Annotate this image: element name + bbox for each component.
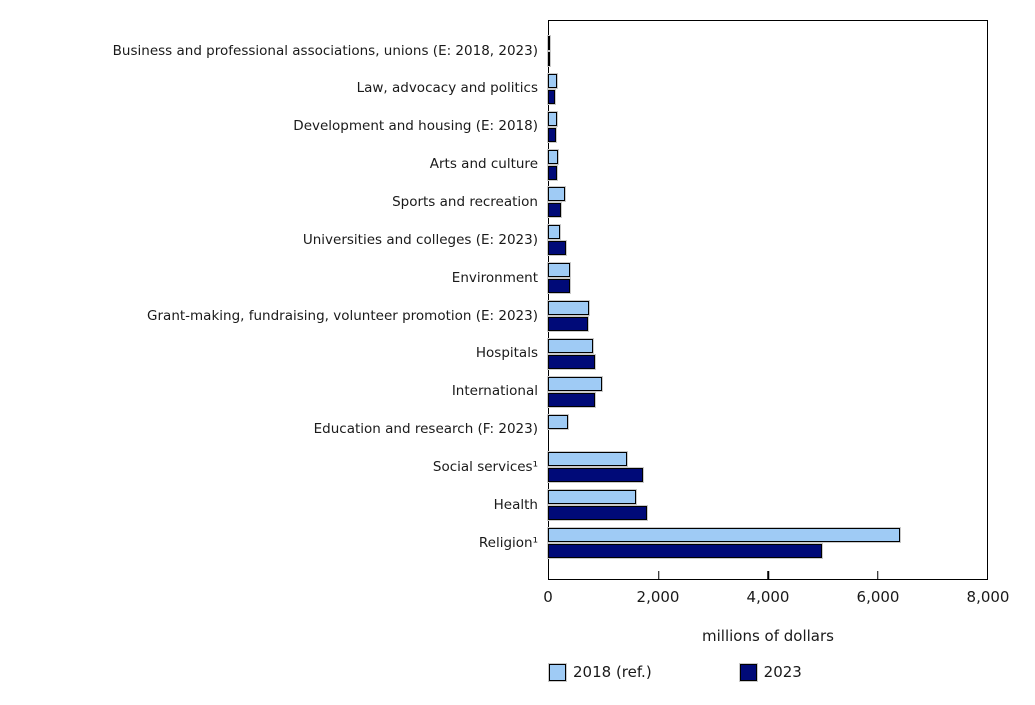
- legend-swatch-2023-icon: [738, 662, 758, 682]
- bar-2018: [547, 299, 590, 316]
- category-row: Hospitals: [0, 335, 988, 373]
- bar-2018: [546, 489, 638, 506]
- legend: 2018 (ref.) 2023: [548, 662, 802, 682]
- x-axis-tick-label: 2,000: [636, 588, 680, 606]
- bar-2018: [546, 413, 570, 430]
- bars-cell: [546, 148, 988, 181]
- category-label: Grant-making, fundraising, volunteer pro…: [147, 307, 538, 324]
- x-axis-tick-label: 4,000: [746, 588, 790, 606]
- x-axis-tick: [657, 571, 660, 579]
- category-label: Religion¹: [478, 534, 538, 551]
- x-axis-tick: [767, 571, 769, 579]
- category-label: Social services¹: [432, 458, 538, 475]
- bar-2023: [547, 202, 562, 219]
- category-label: Hospitals: [475, 345, 538, 362]
- category-label: Arts and culture: [429, 156, 538, 173]
- bar-2023: [546, 505, 649, 522]
- bar-2023: [547, 50, 551, 67]
- category-row: Social services¹: [0, 448, 988, 486]
- legend-label-2023: 2023: [763, 663, 802, 681]
- legend-item-2018: 2018 (ref.): [548, 662, 652, 682]
- category-row: Environment: [0, 259, 988, 297]
- bars-cell: [547, 451, 988, 484]
- x-axis-tick-labels: 0 2,000 4,000 6,000 8,000: [543, 588, 1009, 608]
- bar-2023: [546, 240, 568, 257]
- bars-cell: [546, 72, 988, 105]
- category-label: International: [451, 383, 538, 400]
- plot-area: [548, 20, 988, 580]
- x-axis-tick: [876, 571, 879, 579]
- bar-2018: [546, 110, 559, 127]
- bar-2023: [546, 353, 597, 370]
- bar-2023: [546, 543, 824, 560]
- legend-label-2018: 2018 (ref.): [573, 663, 652, 681]
- bars-cell: [546, 110, 988, 143]
- x-axis-tick-label: 8,000: [966, 588, 1010, 606]
- bar-2018: [546, 186, 567, 203]
- bar-2018: [547, 451, 628, 468]
- category-row: Universities and colleges (E: 2023): [0, 221, 988, 259]
- bar-2018: [547, 337, 594, 354]
- bars-cell: [546, 224, 988, 257]
- category-row: Grant-making, fundraising, volunteer pro…: [0, 297, 988, 335]
- bars-cell: [546, 489, 988, 522]
- x-axis-title: millions of dollars: [702, 627, 834, 645]
- bar-2018: [546, 148, 560, 165]
- bars-cell: [546, 527, 988, 560]
- category-row: Business and professional associations, …: [0, 32, 988, 70]
- bars-cell: [546, 337, 988, 370]
- category-label: Development and housing (E: 2018): [293, 118, 538, 135]
- bar-2023: [546, 88, 557, 105]
- bar-2018: [547, 34, 551, 51]
- category-label: Law, advocacy and politics: [356, 80, 538, 97]
- bar-2023: [546, 164, 559, 181]
- bars-cell: [546, 375, 988, 408]
- category-row: Health: [0, 486, 988, 524]
- category-row: Arts and culture: [0, 146, 988, 184]
- bar-2018: [546, 375, 604, 392]
- x-axis-tick-label: 0: [543, 588, 553, 606]
- bar-2018: [547, 527, 901, 544]
- category-label: Education and research (F: 2023): [313, 421, 538, 438]
- bar-2023: [546, 391, 597, 408]
- category-label: Universities and colleges (E: 2023): [302, 231, 538, 248]
- category-label: Sports and recreation: [392, 193, 538, 210]
- chart-rows: Business and professional associations, …: [0, 20, 988, 580]
- bar-2018: [547, 262, 571, 279]
- bar-2023: [546, 315, 590, 332]
- bar-2018: [546, 72, 559, 89]
- legend-swatch-2018-icon: [548, 662, 567, 682]
- category-row: International: [0, 373, 988, 411]
- x-axis-tick-label: 6,000: [856, 588, 900, 606]
- bar-2023: [547, 126, 557, 143]
- category-label: Health: [493, 496, 538, 513]
- bars-cell: [546, 413, 988, 445]
- bars-cell: [547, 34, 988, 67]
- bars-cell: [546, 186, 988, 219]
- bar-2018: [547, 224, 561, 241]
- category-row: Development and housing (E: 2018): [0, 108, 988, 146]
- category-label: Environment: [451, 269, 538, 286]
- category-row: Religion¹: [0, 524, 988, 562]
- bar-2023: [547, 278, 571, 295]
- category-row: Sports and recreation: [0, 183, 988, 221]
- bars-cell: [546, 299, 988, 332]
- legend-item-2023: 2023: [738, 662, 802, 682]
- category-label: Business and professional associations, …: [112, 42, 538, 59]
- bars-cell: [547, 262, 988, 295]
- category-row: Education and research (F: 2023): [0, 411, 988, 449]
- bar-2023: [547, 467, 644, 484]
- category-row: Law, advocacy and politics: [0, 70, 988, 108]
